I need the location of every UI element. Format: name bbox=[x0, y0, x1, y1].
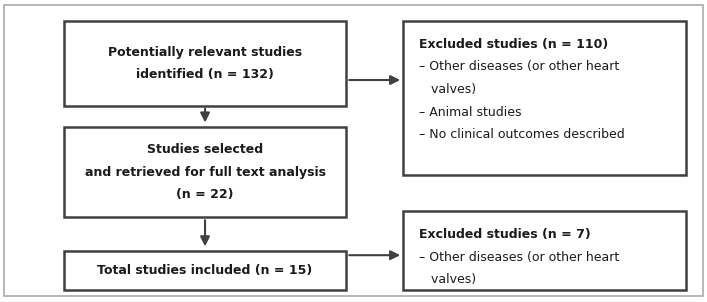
Text: identified (n = 132): identified (n = 132) bbox=[136, 68, 274, 81]
Text: – Other diseases (or other heart: – Other diseases (or other heart bbox=[419, 251, 619, 264]
Text: Excluded studies (n = 110): Excluded studies (n = 110) bbox=[419, 38, 608, 51]
Text: valves): valves) bbox=[419, 273, 476, 286]
FancyBboxPatch shape bbox=[64, 251, 346, 290]
Text: valves): valves) bbox=[419, 83, 476, 96]
Text: (n = 22): (n = 22) bbox=[176, 188, 234, 201]
FancyBboxPatch shape bbox=[64, 21, 346, 106]
Text: and retrieved for full text analysis: and retrieved for full text analysis bbox=[85, 165, 325, 179]
Text: – Other diseases (or other heart: – Other diseases (or other heart bbox=[419, 60, 619, 73]
Text: Studies selected: Studies selected bbox=[147, 143, 263, 156]
FancyBboxPatch shape bbox=[403, 21, 686, 175]
Text: Excluded studies (n = 7): Excluded studies (n = 7) bbox=[419, 228, 590, 241]
FancyBboxPatch shape bbox=[64, 127, 346, 217]
Text: Total studies included (n = 15): Total studies included (n = 15) bbox=[98, 264, 312, 277]
Text: Potentially relevant studies: Potentially relevant studies bbox=[108, 46, 302, 59]
Text: – Animal studies: – Animal studies bbox=[419, 106, 521, 119]
Text: – No clinical outcomes described: – No clinical outcomes described bbox=[419, 128, 624, 141]
FancyBboxPatch shape bbox=[403, 211, 686, 290]
